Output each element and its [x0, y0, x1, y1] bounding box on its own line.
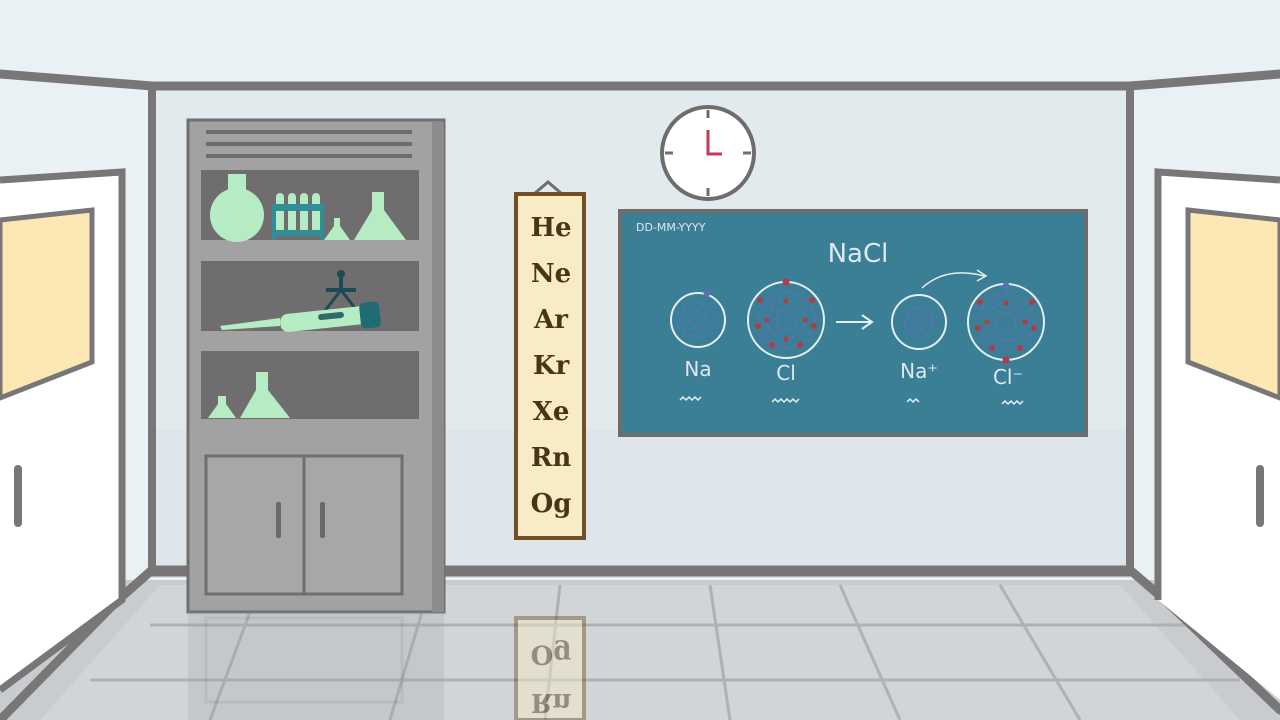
poster-element-2: Ar [533, 305, 568, 335]
atom-na [670, 289, 726, 348]
poster-element-0: He [530, 213, 571, 243]
right-wall-panel [1154, 168, 1280, 700]
atom-na-ion [891, 294, 947, 350]
poster-element-4: Xe [533, 397, 570, 427]
poster-element-3: Kr [533, 351, 570, 381]
cabinet-handle-left [276, 502, 281, 538]
poster-element-1: Ne [531, 259, 571, 289]
reflection-element-1: Rn [531, 687, 572, 717]
right-window [1185, 207, 1280, 401]
board-label-na-ion: Na⁺ [900, 359, 938, 383]
cabinet-handle-right [320, 502, 325, 538]
reaction-arrow [836, 314, 874, 330]
small-conical-flask[interactable] [324, 218, 350, 240]
small-flask-bottom[interactable] [208, 396, 236, 418]
atom-cl [747, 278, 825, 359]
cabinet-door-right[interactable] [302, 454, 404, 596]
test-tube-rack[interactable] [272, 193, 324, 240]
round-flask[interactable] [210, 174, 264, 242]
left-wall-panel [0, 168, 126, 693]
clock-hands [706, 130, 722, 156]
wall-clock[interactable] [660, 105, 756, 201]
atom-cl-ion [967, 282, 1045, 364]
poster-reflection: Og Rn [514, 616, 586, 720]
poster-element-5: Rn [531, 443, 572, 473]
micropipette[interactable] [220, 301, 381, 333]
noble-gas-poster[interactable]: He Ne Ar Kr Xe Rn Og [514, 180, 586, 540]
conical-flask[interactable] [354, 192, 406, 240]
board-title: NaCl [828, 239, 889, 269]
board-date: DD-MM-YYYY [636, 221, 706, 234]
left-window [0, 207, 95, 401]
reflection-element-0: Og [531, 639, 572, 669]
board-label-cl: Cl [776, 361, 796, 385]
chalkboard[interactable]: DD-MM-YYYY NaCl [618, 209, 1088, 437]
board-label-cl-ion: Cl⁻ [993, 365, 1023, 389]
right-door-handle [1256, 465, 1264, 527]
poster-element-6: Og [531, 489, 572, 519]
cabinet-door-left[interactable] [204, 454, 306, 596]
board-scribbles [679, 395, 1024, 406]
flask-bottom[interactable] [240, 372, 290, 418]
floor [0, 580, 1280, 720]
cabinet-reflection [188, 612, 444, 720]
left-door-handle [14, 465, 22, 527]
shelf-bottom [201, 351, 419, 419]
electron-transfer-arrow [921, 269, 988, 289]
board-label-na: Na [684, 357, 711, 381]
